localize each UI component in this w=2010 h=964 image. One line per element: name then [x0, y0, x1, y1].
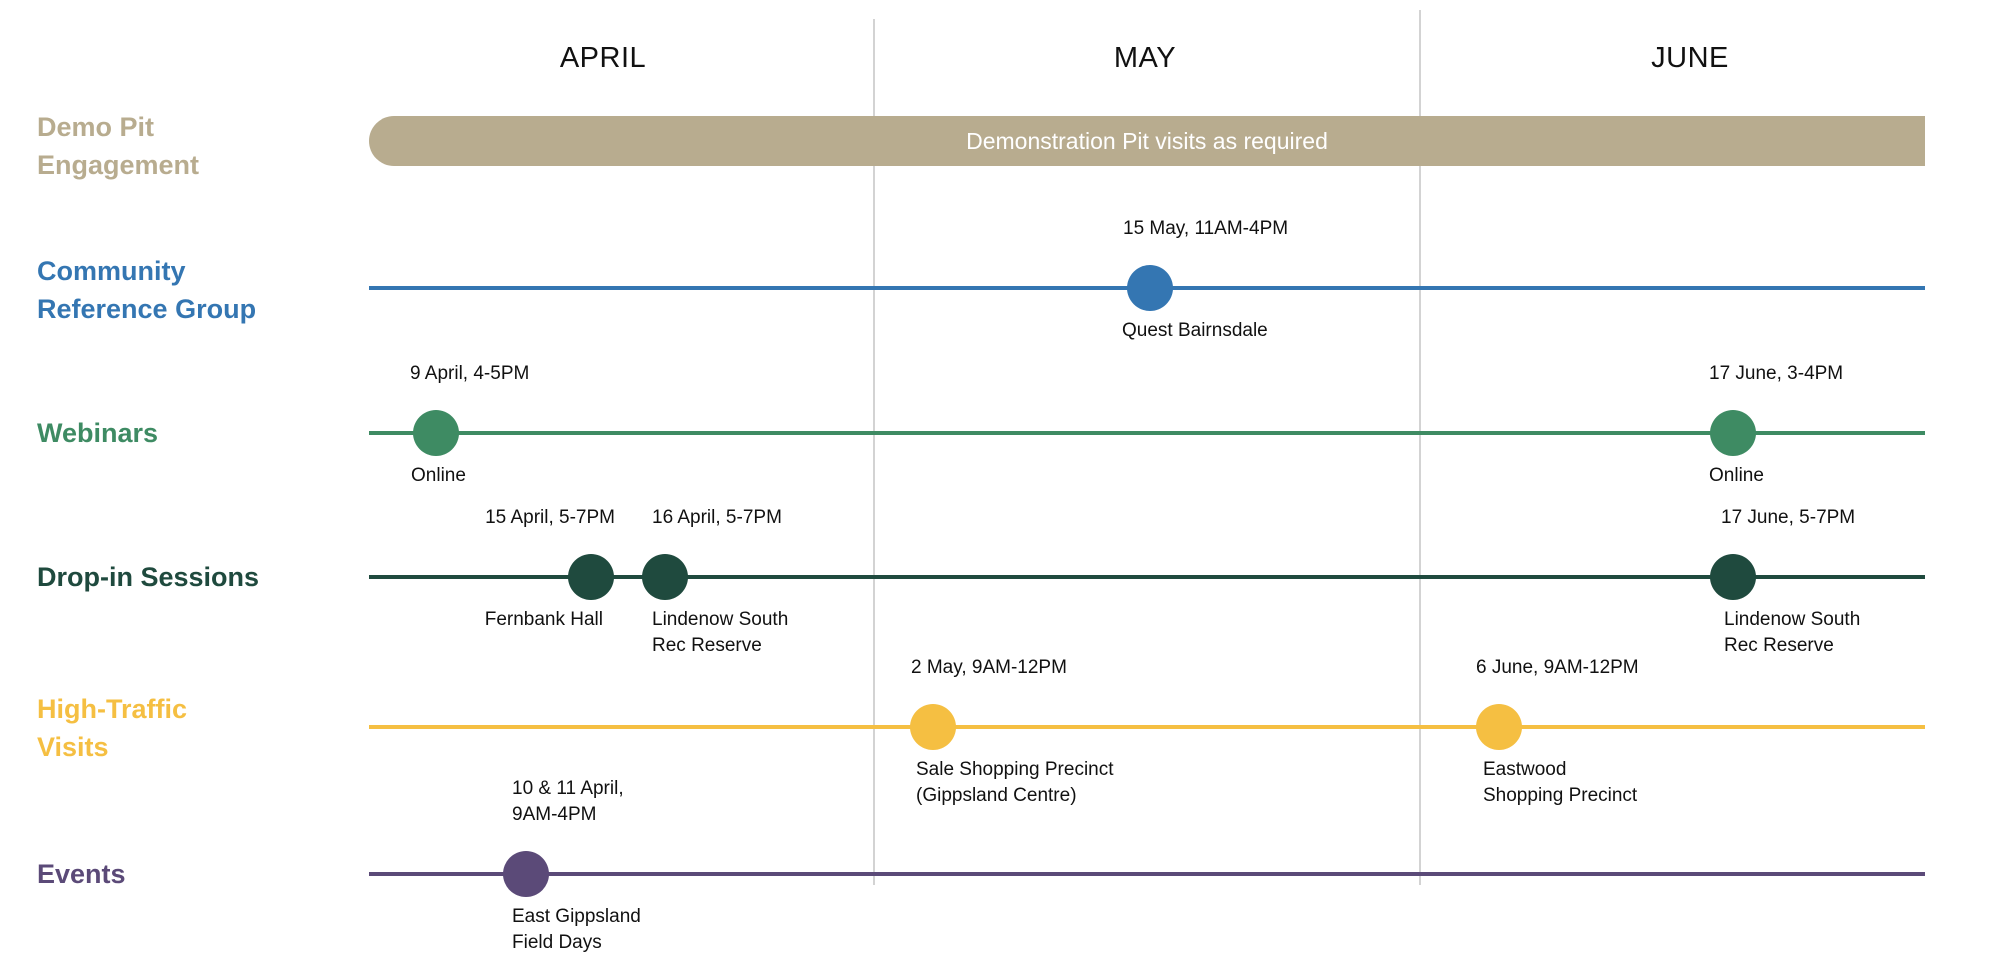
event-date: 15 May, 11AM-4PM [1123, 218, 1289, 239]
event-date: 17 June, 3-4PM [1709, 363, 1844, 384]
event-marker-crg [1127, 265, 1173, 311]
timeline-line-events [369, 872, 1925, 876]
month-label-june: JUNE [1651, 42, 1729, 74]
month-label-april: APRIL [559, 42, 647, 74]
event-location: Fernbank Hall [484, 609, 603, 630]
event-location: Lindenow South Rec Reserve [1724, 609, 1861, 656]
event-location: Sale Shopping Precinct (Gippsland Centre… [916, 759, 1114, 806]
event-date: 16 April, 5-7PM [652, 507, 782, 528]
event-date: 9 April, 4-5PM [410, 363, 530, 384]
timeline-line-dropin [369, 575, 1925, 579]
event-marker-webinars [413, 410, 459, 456]
timeline-line-webinars [369, 431, 1925, 435]
event-marker-hightraffic [910, 704, 956, 750]
event-marker-dropin [568, 554, 614, 600]
event-marker-hightraffic [1476, 704, 1522, 750]
event-date: 17 June, 5-7PM [1721, 507, 1856, 528]
month-label-may: MAY [1113, 42, 1177, 74]
row-label-events: Events [37, 859, 126, 889]
row-label-dropin: Drop-in Sessions [37, 562, 260, 592]
row-label-hightraffic: High-Traffic Visits [37, 694, 188, 762]
event-marker-dropin [1710, 554, 1756, 600]
event-date: 15 April, 5-7PM [485, 507, 615, 528]
event-marker-events [503, 851, 549, 897]
event-marker-webinars [1710, 410, 1756, 456]
event-location: Online [1709, 465, 1764, 486]
event-date: 6 June, 9AM-12PM [1476, 657, 1639, 678]
month-divider [1419, 10, 1421, 885]
row-label-crg: Community Reference Group [37, 256, 257, 324]
event-location: Online [411, 465, 466, 486]
event-location: Lindenow South Rec Reserve [652, 609, 789, 656]
event-date: 10 & 11 April, 9AM-4PM [512, 778, 624, 825]
demo-bar-text: Demonstration Pit visits as required [966, 127, 1328, 154]
timeline-line-hightraffic [369, 725, 1925, 729]
event-location: Quest Bairnsdale [1122, 320, 1268, 341]
row-label-webinars: Webinars [37, 418, 159, 448]
event-location: Eastwood Shopping Precinct [1483, 759, 1638, 806]
row-label-demo: Demo Pit Engagement [37, 112, 200, 180]
month-divider [873, 19, 875, 885]
event-marker-dropin [642, 554, 688, 600]
event-location: East Gippsland Field Days [512, 906, 641, 953]
demo-bar: Demonstration Pit visits as required [369, 116, 1925, 166]
event-date: 2 May, 9AM-12PM [911, 657, 1067, 678]
